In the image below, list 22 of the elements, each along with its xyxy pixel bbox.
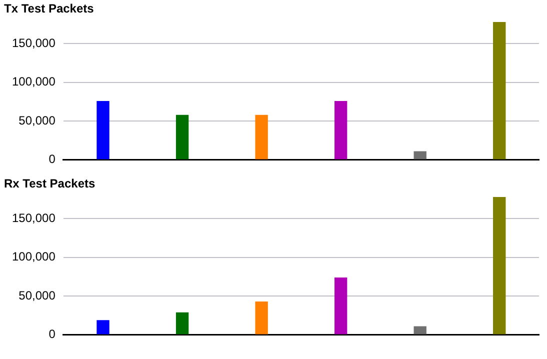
bar: [493, 196, 506, 334]
bar: [176, 114, 189, 160]
y-tick-label: 0: [48, 327, 56, 342]
bar: [334, 100, 348, 160]
y-tick-label: 100,000: [12, 74, 56, 89]
bar: [255, 114, 268, 160]
bar: [493, 22, 506, 160]
bar: [414, 326, 426, 334]
bar: [414, 151, 426, 160]
bar: [96, 100, 110, 160]
chart-title: Rx Test Packets: [4, 176, 96, 191]
y-tick-label: 50,000: [18, 288, 56, 302]
chart-title: Tx Test Packets: [4, 2, 94, 16]
bar: [334, 277, 348, 334]
y-tick-label: 150,000: [12, 210, 56, 225]
bar: [176, 312, 189, 334]
y-tick-label: 150,000: [12, 36, 56, 50]
bar: [96, 320, 110, 334]
y-tick-label: 100,000: [12, 250, 56, 264]
y-tick-label: 50,000: [18, 113, 56, 128]
bar: [255, 302, 268, 334]
y-tick-label: 0: [48, 152, 56, 166]
